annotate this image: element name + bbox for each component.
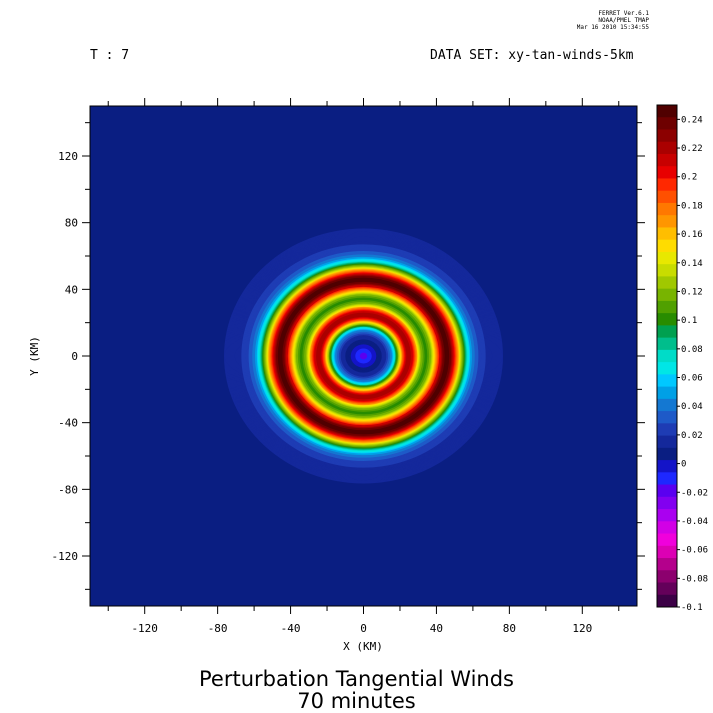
colorbar-label: 0.22	[681, 144, 703, 154]
colorbar-label: 0.12	[681, 287, 703, 297]
colorbar-swatch	[657, 435, 677, 449]
colorbar-swatch	[657, 582, 677, 596]
colorbar-swatch	[657, 423, 677, 437]
colorbar-swatch	[657, 447, 677, 461]
colorbar-swatch	[657, 153, 677, 167]
field-contour	[362, 355, 365, 357]
colorbar-swatch	[657, 545, 677, 559]
y-axis-label: Y (KM)	[28, 336, 41, 376]
colorbar-swatch	[657, 178, 677, 192]
colorbar-swatch	[657, 251, 677, 265]
colorbar-label: 0.18	[681, 201, 703, 211]
colorbar-label: 0.06	[681, 374, 703, 384]
chart-title: Perturbation Tangential Winds	[199, 667, 514, 691]
colorbar-swatch	[657, 570, 677, 584]
dataset-label: DATA SET: xy-tan-winds-5km	[430, 48, 634, 63]
colorbar-swatch	[657, 288, 677, 302]
colorbar-swatch	[657, 460, 677, 473]
colorbar-swatch	[657, 117, 677, 130]
y-tick-label: 80	[65, 217, 78, 230]
colorbar-swatch	[657, 411, 677, 424]
colorbar-swatch	[657, 264, 677, 277]
y-tick-label: -80	[58, 483, 78, 496]
y-tick-label: 0	[71, 350, 78, 363]
colorbar-label: 0.24	[681, 115, 703, 125]
x-tick-label: 40	[430, 622, 443, 635]
colorbar-label: 0.1	[681, 316, 697, 326]
colorbar-swatch	[657, 509, 677, 522]
colorbar-swatch	[657, 398, 677, 412]
program-line-2: NOAA/PMEL TMAP	[598, 17, 649, 24]
axis-ticks: -120 -80 -40 0 40 80 120 -120 -80 -40 0 40 80 120	[52, 98, 645, 635]
colorbar-label: -0.06	[681, 546, 708, 556]
colorbar-label: -0.08	[681, 574, 708, 584]
x-tick-label: -80	[208, 622, 228, 635]
program-info: FERRET Ver.6.1 NOAA/PMEL TMAP Mar 16 201…	[577, 10, 649, 31]
field-layer	[90, 106, 637, 606]
colorbar-label: 0.2	[681, 173, 697, 183]
time-label: T : 7	[90, 48, 130, 63]
colorbar-label: 0.04	[681, 402, 703, 412]
colorbar-label: 0.14	[681, 259, 703, 269]
colorbar-swatch	[657, 472, 677, 486]
x-tick-label: 120	[572, 622, 592, 635]
colorbar-swatch	[657, 202, 677, 216]
colorbar-swatch	[657, 337, 677, 351]
colorbar-swatch	[657, 374, 677, 388]
colorbar-swatch	[657, 325, 677, 339]
colorbar-frame	[656, 104, 678, 608]
colorbar-swatch	[657, 166, 677, 179]
program-line-3: Mar 16 2010 15:34:55	[576, 24, 649, 31]
x-tick-label: 80	[503, 622, 516, 635]
colorbar-swatch	[657, 521, 677, 535]
colorbar-swatch	[657, 496, 677, 510]
colorbar-label: 0	[681, 460, 686, 470]
y-tick-label: 120	[58, 150, 78, 163]
x-axis-label: X (KM)	[343, 640, 383, 653]
colorbar-swatch	[657, 362, 677, 375]
colorbar-label: 0.02	[681, 431, 703, 441]
colorbar-swatch	[657, 558, 677, 571]
colorbar-swatch	[657, 190, 677, 204]
colorbar-swatch	[657, 594, 677, 608]
colorbar-swatch	[657, 141, 677, 155]
chart-subtitle: 70 minutes	[297, 689, 416, 713]
colorbar-swatch	[657, 129, 677, 143]
colorbar-label: -0.02	[681, 488, 708, 498]
colorbar-swatch	[657, 227, 677, 241]
colorbar-swatch	[657, 215, 677, 228]
colorbar-swatch	[657, 300, 677, 314]
colorbar-label: -0.1	[681, 603, 703, 613]
colorbar-swatch	[657, 484, 677, 498]
program-line-1: FERRET Ver.6.1	[598, 10, 649, 17]
y-tick-label: -120	[52, 550, 79, 563]
colorbar-swatch	[657, 349, 677, 363]
colorbar-swatch	[657, 533, 677, 547]
x-tick-label: -40	[281, 622, 301, 635]
x-tick-label: -120	[131, 622, 158, 635]
colorbar-swatch	[657, 239, 677, 253]
colorbar-swatch	[657, 276, 677, 290]
colorbar-swatch	[657, 313, 677, 326]
colorbar: 0.24 0.22 0.2 0.18 0.16 0.14 0.12 0.1 0.08 0.06 0.…	[656, 104, 708, 613]
colorbar-swatch	[657, 386, 677, 400]
colorbar-label: 0.16	[681, 230, 703, 240]
x-tick-label: 0	[360, 622, 367, 635]
colorbar-label: -0.04	[681, 517, 708, 527]
colorbar-swatch	[657, 105, 677, 118]
y-tick-label: -40	[58, 417, 78, 430]
y-tick-label: 40	[65, 283, 78, 296]
colorbar-label: 0.08	[681, 345, 703, 355]
